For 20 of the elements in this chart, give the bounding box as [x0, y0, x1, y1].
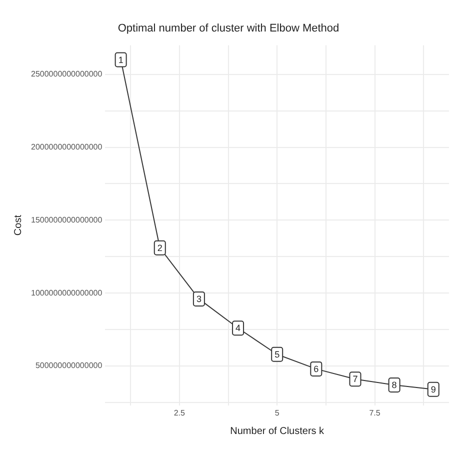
annotation: 2 — [157, 242, 162, 253]
y-tick-label: 2000000000000000 — [31, 142, 103, 152]
x-tick-label: 7.5 — [369, 408, 381, 418]
annotation: 5 — [274, 349, 280, 360]
y-tick-label: 1000000000000000 — [31, 288, 103, 298]
y-tick-label: 1500000000000000 — [31, 215, 103, 224]
annotation: 8 — [392, 380, 397, 390]
x-tick-label: 5 — [274, 408, 280, 418]
y-axis-title: Cost — [12, 214, 24, 236]
y-tick-label: 2500000000000000 — [31, 70, 103, 79]
x-tick-label: 2.5 — [174, 408, 186, 418]
x-axis-title: Number of Clusters k — [230, 426, 326, 437]
y-tick-label: 500000000000000 — [35, 361, 103, 370]
annotation: 1 — [118, 54, 124, 65]
annotation: 6 — [314, 364, 319, 374]
annotation: 9 — [430, 384, 436, 394]
chart-title: Optimal number of cluster with Elbow Method — [118, 22, 340, 35]
annotation: 3 — [196, 294, 202, 304]
annotation: 4 — [236, 323, 241, 334]
annotation: 7 — [352, 374, 358, 384]
